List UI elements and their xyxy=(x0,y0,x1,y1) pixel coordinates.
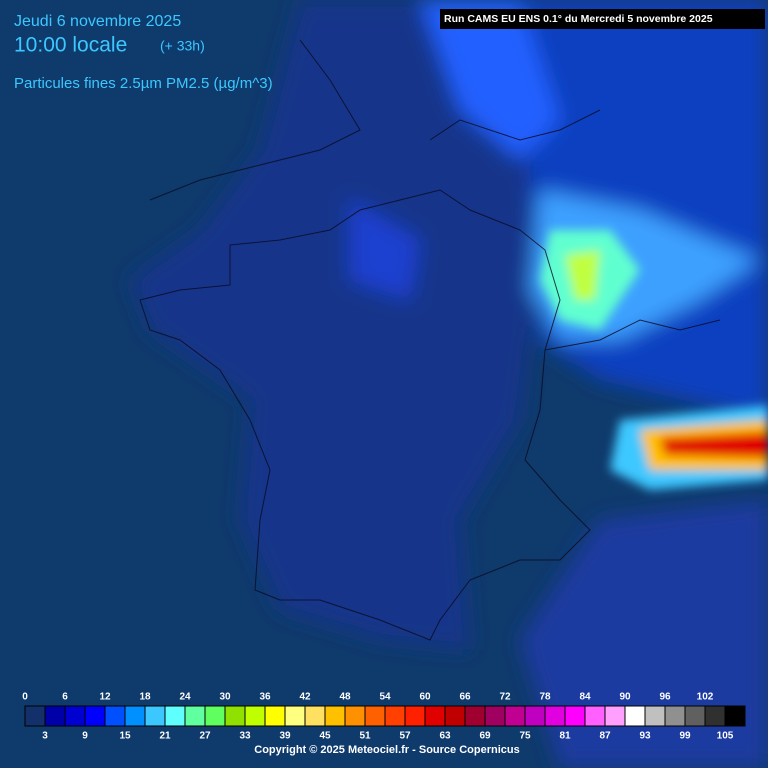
legend-swatch xyxy=(544,705,566,727)
legend-swatch xyxy=(464,705,486,727)
legend-label: 18 xyxy=(139,692,151,703)
legend-label: 72 xyxy=(499,692,511,703)
legend-swatch xyxy=(284,705,306,727)
legend-swatch xyxy=(244,705,266,727)
legend-swatch xyxy=(364,705,386,727)
legend-swatch xyxy=(524,705,546,727)
legend-label: 21 xyxy=(159,731,171,742)
legend-label: 33 xyxy=(239,731,251,742)
legend-label: 75 xyxy=(519,731,531,742)
legend-label: 102 xyxy=(697,692,714,703)
legend-swatch xyxy=(124,705,146,727)
legend-label: 90 xyxy=(619,692,631,703)
legend-label: 96 xyxy=(659,692,671,703)
legend-label: 6 xyxy=(62,692,68,703)
borders xyxy=(139,39,721,641)
legend-label: 51 xyxy=(359,731,371,742)
legend-label: 57 xyxy=(399,731,411,742)
legend-swatch xyxy=(724,705,746,727)
run-box xyxy=(440,9,765,29)
copyright: Copyright © 2025 Meteociel.fr - Source C… xyxy=(254,744,519,756)
legend-swatch xyxy=(404,705,426,727)
legend-swatch xyxy=(684,705,706,727)
legend-swatch xyxy=(84,705,106,727)
legend-swatch xyxy=(24,705,46,727)
legend-label: 60 xyxy=(419,692,431,703)
legend-label: 81 xyxy=(559,731,571,742)
run-info: Run CAMS EU ENS 0.1° du Mercredi 5 novem… xyxy=(444,13,713,25)
legend-label: 48 xyxy=(339,692,351,703)
legend-label: 36 xyxy=(259,692,271,703)
legend-swatch xyxy=(344,705,366,727)
legend-swatch xyxy=(44,705,66,727)
parameter: Particules fines 2.5µm PM2.5 (µg/m^3) xyxy=(14,75,273,92)
legend-swatch xyxy=(224,705,246,727)
legend-label: 45 xyxy=(319,731,331,742)
time: 10:00 locale xyxy=(14,34,127,57)
legend-label: 0 xyxy=(22,692,28,703)
legend-swatch xyxy=(584,705,606,727)
legend-label: 3 xyxy=(42,731,48,742)
legend-swatch xyxy=(564,705,586,727)
legend-label: 39 xyxy=(279,731,291,742)
legend-label: 42 xyxy=(299,692,311,703)
legend-label: 9 xyxy=(82,731,88,742)
legend-label: 84 xyxy=(579,692,591,703)
legend-label: 12 xyxy=(99,692,111,703)
legend-label: 66 xyxy=(459,692,471,703)
legend-swatch xyxy=(704,705,726,727)
legend-label: 30 xyxy=(219,692,231,703)
lead-time: (+ 33h) xyxy=(160,38,205,54)
legend-swatch xyxy=(504,705,526,727)
legend-swatch xyxy=(204,705,226,727)
legend-swatch xyxy=(144,705,166,727)
legend-swatch xyxy=(624,705,646,727)
legend-label: 87 xyxy=(599,731,611,742)
legend-label: 15 xyxy=(119,731,131,742)
legend-swatch xyxy=(444,705,466,727)
legend-label: 54 xyxy=(379,692,391,703)
legend-swatch xyxy=(424,705,446,727)
legend-swatch xyxy=(264,705,286,727)
legend-swatch xyxy=(64,705,86,727)
legend-swatch xyxy=(664,705,686,727)
legend-label: 24 xyxy=(179,692,191,703)
legend-label: 69 xyxy=(479,731,491,742)
legend-swatch xyxy=(104,705,126,727)
legend-label: 78 xyxy=(539,692,551,703)
legend-label: 105 xyxy=(717,731,734,742)
legend-label: 63 xyxy=(439,731,451,742)
legend-swatch xyxy=(604,705,626,727)
legend-swatch xyxy=(484,705,506,727)
hotspots xyxy=(540,230,768,490)
legend-swatch xyxy=(644,705,666,727)
legend-swatch xyxy=(384,705,406,727)
date: Jeudi 6 novembre 2025 xyxy=(14,13,181,30)
legend-swatch xyxy=(324,705,346,727)
legend-swatch xyxy=(304,705,326,727)
legend-label: 99 xyxy=(679,731,691,742)
legend-label: 93 xyxy=(639,731,651,742)
legend-swatch xyxy=(184,705,206,727)
legend-swatch xyxy=(164,705,186,727)
legend-label: 27 xyxy=(199,731,211,742)
